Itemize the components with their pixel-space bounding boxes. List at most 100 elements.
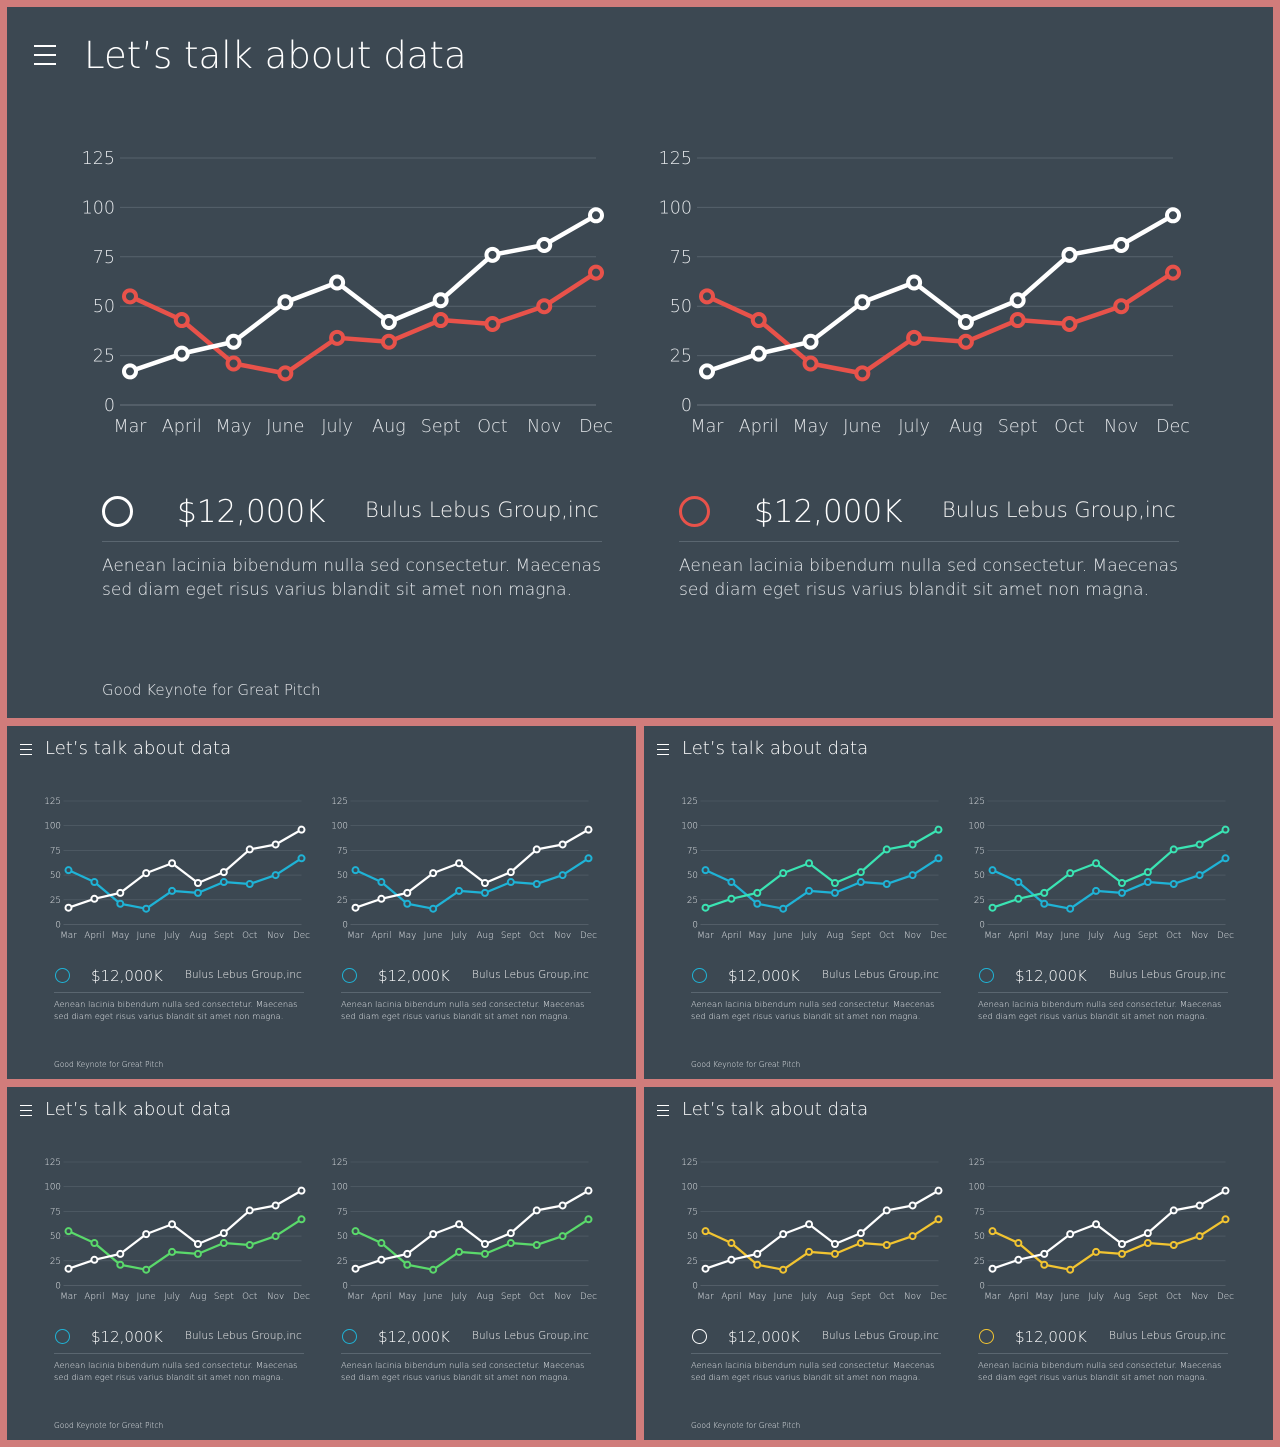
data-point [245, 879, 254, 888]
data-point [1009, 292, 1026, 309]
data-point [219, 868, 228, 877]
x-tick-label: Aug [372, 417, 406, 437]
legend-marker-icon [102, 496, 133, 527]
y-tick-label: 100 [968, 1183, 985, 1193]
line-chart-right: 0 25 50 75 100 125 Mar April May June July Aug Sept O… [331, 1158, 597, 1302]
hamburger-menu-icon[interactable] [657, 1105, 669, 1116]
x-tick-label: Aug [827, 1292, 844, 1302]
y-tick-label: 50 [50, 1232, 61, 1242]
data-point [1195, 871, 1204, 880]
x-tick-label: May [792, 417, 828, 437]
hamburger-menu-icon[interactable] [20, 744, 32, 755]
data-point [532, 845, 541, 854]
data-point [329, 274, 346, 291]
data-point [558, 840, 567, 849]
x-tick-label: June [774, 931, 793, 941]
y-tick-label: 100 [681, 1183, 698, 1193]
x-tick-label: May [111, 1292, 129, 1302]
x-tick-label: Mar [697, 931, 714, 941]
data-point [122, 288, 138, 305]
data-point [1117, 1249, 1126, 1258]
x-tick-label: April [1008, 931, 1028, 941]
hamburger-menu-icon[interactable] [657, 744, 669, 755]
data-point [532, 1206, 541, 1215]
series-line-0 [355, 828, 590, 909]
main-slide: Let’s talk about data 0 25 50 75 100 125 Mar Ap… [7, 7, 1273, 718]
x-tick-label: Aug [190, 1292, 207, 1302]
thumbnail-slide[interactable]: Let’s talk about data 0 25 50 75 100 125 Mar Ap… [7, 1087, 636, 1440]
y-tick-label: 125 [82, 149, 115, 169]
data-point [908, 1232, 917, 1241]
series-line-1 [68, 1218, 303, 1271]
thumbnail-slide[interactable]: Let’s talk about data 0 25 50 75 100 125 Mar Ap… [644, 1087, 1273, 1440]
x-tick-label: Aug [949, 417, 983, 437]
legend-amount: $12,000K [1015, 1328, 1087, 1346]
chart-legend-right: $12,000K Bulus Lebus Group,inc Aenean la… [679, 488, 1179, 608]
legend-description: Aenean lacinia bibendum nulla sed consec… [978, 1360, 1222, 1382]
data-point [1014, 894, 1023, 903]
y-tick-label: 50 [337, 871, 348, 881]
data-point [90, 878, 99, 887]
hamburger-menu-icon[interactable] [34, 44, 56, 66]
x-tick-label: Aug [1114, 931, 1131, 941]
x-tick-label: Aug [190, 931, 207, 941]
data-point [297, 1215, 306, 1224]
data-point [506, 868, 515, 877]
y-tick-label: 100 [968, 822, 985, 832]
y-tick-label: 0 [681, 396, 692, 416]
page-title: Let’s talk about data [45, 738, 232, 759]
data-point [245, 1240, 254, 1249]
x-tick-label: Dec [580, 1292, 597, 1302]
data-point [245, 845, 254, 854]
y-tick-label: 50 [93, 297, 115, 317]
x-tick-label: June [424, 931, 443, 941]
data-point [727, 1255, 736, 1264]
page-title: Let’s talk about data [45, 1099, 232, 1120]
legend-company: Bulus Lebus Group,inc [185, 1330, 302, 1342]
data-point [805, 1220, 814, 1229]
x-tick-label: Nov [267, 1292, 284, 1302]
hamburger-menu-icon[interactable] [20, 1105, 32, 1116]
data-point [1221, 1215, 1230, 1224]
x-tick-label: April [721, 931, 741, 941]
data-point [1092, 886, 1101, 895]
series-line-0 [992, 1189, 1227, 1270]
legend-company: Bulus Lebus Group,inc [472, 1330, 589, 1342]
x-tick-label: Nov [904, 1292, 921, 1302]
y-tick-label: 0 [692, 921, 698, 931]
data-point [64, 1264, 73, 1273]
thumbnail-slide[interactable]: Let’s talk about data 0 25 50 75 100 125 Mar Ap… [644, 726, 1273, 1079]
y-tick-label: 125 [681, 797, 698, 807]
thumbnail-slide[interactable]: Let’s talk about data 0 25 50 75 100 125 Mar Ap… [7, 726, 636, 1079]
data-point [1143, 1229, 1152, 1238]
line-chart-left: 0 25 50 75 100 125 Mar April May June July Aug Sept O… [681, 797, 947, 941]
data-point [142, 869, 151, 878]
y-tick-label: 0 [104, 396, 115, 416]
series-line-1 [706, 270, 1175, 376]
x-tick-label: Dec [930, 931, 947, 941]
y-tick-label: 0 [979, 1282, 985, 1292]
x-tick-label: Nov [554, 1292, 571, 1302]
y-tick-label: 75 [974, 1207, 985, 1217]
data-point [1195, 1232, 1204, 1241]
x-tick-label: Oct [1054, 417, 1084, 437]
series-line-0 [129, 213, 598, 374]
x-tick-label: July [164, 931, 180, 941]
data-point [830, 888, 839, 897]
data-point [1014, 878, 1023, 887]
y-tick-label: 100 [659, 198, 692, 218]
x-tick-label: April [162, 417, 202, 437]
data-point [455, 1220, 464, 1229]
x-tick-label: Oct [879, 931, 895, 941]
data-point [351, 1227, 360, 1236]
page-title: Let’s talk about data [682, 1099, 869, 1120]
line-chart-left: 0 25 50 75 100 125 Mar April May June July Aug Sept O… [44, 797, 310, 941]
x-tick-label: Dec [1156, 417, 1190, 437]
data-point [90, 1239, 99, 1248]
data-point [805, 859, 814, 868]
x-tick-label: July [164, 1292, 180, 1302]
data-point [429, 1265, 438, 1274]
data-point [536, 236, 553, 253]
data-point [1066, 1265, 1075, 1274]
x-tick-label: April [739, 417, 779, 437]
